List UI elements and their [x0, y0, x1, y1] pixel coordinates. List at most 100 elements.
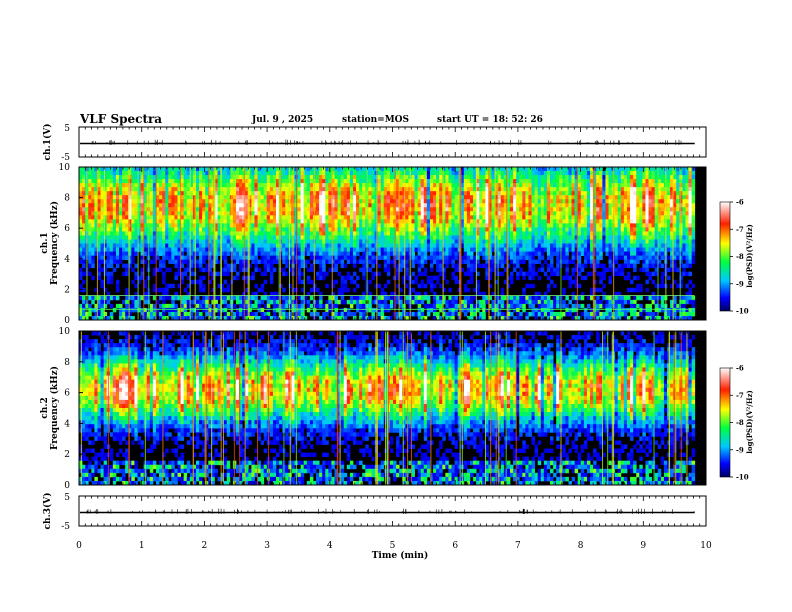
ch1-spectrogram-cell — [214, 187, 218, 192]
ch1-spectrogram-cell — [494, 215, 499, 220]
ch1-spectrogram-cell — [439, 251, 443, 256]
ch1-spectrogram-cell — [189, 243, 194, 248]
ch1-spectrogram-cell — [248, 207, 252, 212]
ch1-spectrogram-cell — [482, 171, 486, 176]
ch1-spectrogram-cell — [128, 315, 132, 321]
ch1-spectrogram-cell — [263, 243, 268, 248]
ch1-spectrogram-cell — [491, 259, 496, 265]
ch1-spectrogram-cell — [337, 203, 342, 208]
ch1-spectrogram-cell — [402, 279, 406, 285]
ch1-spectrogram-cell — [516, 235, 520, 240]
ch1-spectrogram-cell — [112, 295, 117, 301]
ch1-spectrogram-cell — [223, 191, 228, 196]
ch1-spectrogram-cell — [119, 171, 123, 176]
ch1-spectrogram-cell — [205, 307, 209, 313]
ch1-spectrogram-cell — [346, 287, 351, 293]
ch1-spectrogram-cell — [534, 215, 539, 220]
ch1-spectrogram-cell — [399, 195, 403, 200]
ch1-spectrogram-cell — [226, 271, 231, 277]
ch1-spectrogram-cell — [322, 259, 326, 265]
ch1-spectrogram-cell — [226, 199, 231, 204]
ch1-spectrogram-cell — [79, 203, 83, 208]
ch1-spectrogram-cell — [528, 251, 532, 256]
ch1-spectrogram-cell — [257, 243, 262, 248]
ch1-spectrogram-cell — [402, 255, 406, 261]
ch1-spectrogram-cell — [442, 191, 446, 196]
ch1-spectrogram-cell — [546, 227, 551, 232]
ch1-spectrogram-cell — [473, 239, 477, 244]
ch1-spectrogram-cell — [174, 303, 178, 309]
ch1-spectrogram-cell — [534, 235, 539, 240]
ch1-spectrogram-cell — [223, 267, 228, 273]
ch1-spectrogram-cell — [183, 199, 188, 204]
ch1-spectrogram-cell — [306, 267, 311, 273]
ch1-spectrogram-cell — [269, 295, 274, 301]
ch1-spectrogram-cell — [466, 219, 471, 224]
ch1-spectrogram-cell — [260, 239, 265, 244]
ch1-spectrogram-cell — [356, 243, 360, 248]
ch1-spectrogram-cell — [245, 235, 249, 240]
ch1-spectrogram-cell — [177, 259, 181, 265]
ch1-spectrogram-cell — [79, 247, 83, 252]
ch1-spectrogram-cell — [368, 223, 372, 228]
ch1-spectrogram-cell — [528, 211, 532, 216]
ch1-spectrogram-cell — [100, 279, 105, 285]
ch1-spectrogram-cell — [183, 239, 188, 244]
ch1-spectrogram-cell — [423, 303, 428, 309]
ch1-spectrogram-cell — [519, 315, 523, 321]
ch1-spectrogram-cell — [220, 247, 225, 252]
ch1-spectrogram-cell — [497, 247, 502, 252]
ch1-spectrogram-cell — [300, 183, 305, 188]
ch1-spectrogram-cell — [445, 263, 449, 269]
ch1-spectrogram-cell — [202, 267, 206, 273]
ch1-spectrogram-cell — [214, 247, 218, 252]
ch1-spectrogram-cell — [211, 315, 215, 321]
ch1-spectrogram-cell — [522, 271, 526, 277]
ch1-spectrogram-cell — [546, 275, 551, 281]
ch1-spectrogram-cell — [473, 211, 477, 216]
ch1-spectrogram-cell — [300, 299, 305, 305]
ch1-spectrogram-cell — [180, 211, 185, 216]
ch1-spectrogram-cell — [389, 223, 394, 228]
ch1-spectrogram-cell — [97, 227, 101, 232]
ch1-spectrogram-cell — [297, 231, 302, 236]
ch1-spectrogram-cell — [494, 191, 499, 196]
ch1-spectrogram-cell — [343, 299, 348, 305]
ch1-spectrogram-cell — [199, 211, 203, 216]
ch1-spectrogram-cell — [168, 267, 172, 273]
ch1-spectrogram-cell — [195, 231, 200, 236]
ch1-spectrogram-cell — [405, 207, 409, 212]
ch1-spectrogram-cell — [97, 243, 101, 248]
ch1-spectrogram-cell — [506, 191, 511, 196]
ch1-spectrogram-cell — [528, 295, 532, 301]
ch1-spectrogram-cell — [546, 215, 551, 220]
ch1-spectrogram-cell — [454, 279, 459, 285]
ch1-spectrogram-cell — [340, 175, 345, 180]
ch1-spectrogram-cell — [232, 187, 237, 192]
ch1-spectrogram-cell — [202, 171, 206, 176]
ch1-spectrogram-cell — [220, 195, 225, 200]
ch1-spectrogram-cell — [540, 215, 545, 220]
ch1-spectrogram-cell — [220, 207, 225, 212]
ch1-spectrogram-cell — [217, 307, 222, 313]
ch1-spectrogram-cell — [214, 227, 218, 232]
ch1-spectrogram-cell — [377, 167, 382, 172]
ch1-spectrogram-cell — [260, 247, 265, 252]
ch1-spectrogram-cell — [251, 271, 255, 277]
ch1-spectrogram-cell — [349, 207, 354, 212]
ch1-spectrogram-cell — [439, 307, 443, 313]
ch1-spectrogram-cell — [115, 231, 120, 236]
ch1-spectrogram-cell — [248, 275, 252, 281]
ch1-spectrogram-cell — [543, 171, 548, 176]
ch1-spectrogram-cell — [115, 219, 120, 224]
ch1-spectrogram-cell — [100, 239, 105, 244]
ch1-spectrogram-cell — [402, 171, 406, 176]
ch1-spectrogram-cell — [522, 215, 526, 220]
ch1-spectrogram-cell — [171, 187, 175, 192]
ch1-spectrogram-cell — [115, 279, 120, 285]
ch1-spectrogram-cell — [380, 299, 385, 305]
ch1-spectrogram-cell — [236, 191, 240, 196]
ch1-spectrogram-cell — [411, 299, 415, 305]
ch1-spectrogram-cell — [174, 203, 178, 208]
ch1-spectrogram-cell — [272, 311, 277, 317]
